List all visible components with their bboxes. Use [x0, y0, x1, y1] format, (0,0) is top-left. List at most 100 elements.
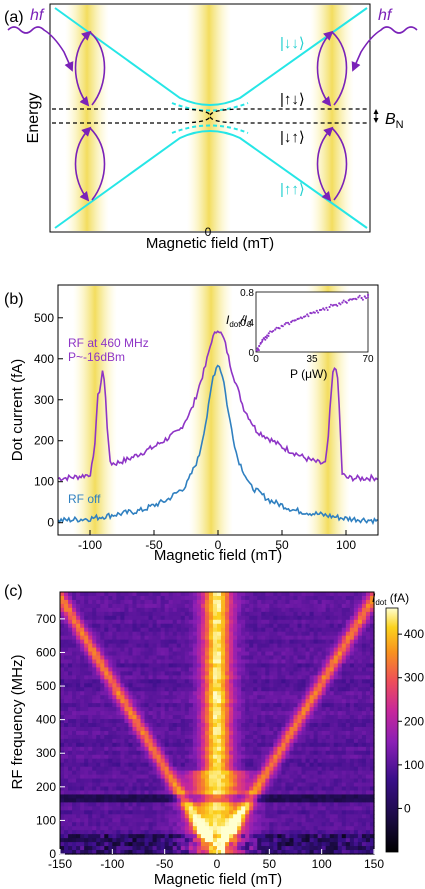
heatmap-cell: [297, 623, 303, 629]
heatmap-cell: [269, 770, 274, 776]
heatmap-cell: [301, 715, 307, 720]
heatmap-cell: [353, 750, 359, 756]
heatmap-cell: [80, 798, 85, 803]
heatmap-cell: [212, 723, 218, 728]
heatmap-cell: [68, 762, 73, 768]
heatmap-cell: [217, 592, 222, 597]
heatmap-cell: [285, 683, 291, 688]
heatmap-cell: [116, 651, 121, 657]
inset-xlabel: P (μW): [290, 367, 327, 381]
heatmap-cell: [297, 643, 303, 649]
y-tick-label: 300: [34, 393, 54, 407]
heatmap-cell: [329, 699, 335, 704]
heatmap-cell: [208, 603, 214, 609]
heatmap-cell: [140, 679, 146, 684]
heatmap-cell: [176, 814, 182, 819]
heatmap-cell: [313, 647, 319, 653]
heatmap-cell: [253, 742, 258, 748]
heatmap-cell: [293, 802, 299, 807]
heatmap-cell: [196, 691, 202, 696]
heatmap-cell: [188, 806, 194, 811]
heatmap-cell: [297, 802, 303, 807]
heatmap-cell: [148, 822, 154, 827]
heatmap-cell: [172, 774, 178, 780]
heatmap-cell: [301, 675, 307, 680]
heatmap-cell: [72, 599, 77, 605]
heatmap-cell: [225, 822, 230, 827]
heatmap-cell: [148, 683, 154, 688]
heatmap-cell: [237, 623, 242, 629]
heatmap-cell: [172, 703, 178, 708]
heatmap-cell: [192, 726, 198, 732]
heatmap-cell: [225, 766, 230, 772]
panel-a-band-right: [310, 5, 354, 231]
heatmap-cell: [88, 746, 93, 752]
heatmap-cell: [241, 683, 246, 688]
heatmap-cell: [84, 675, 89, 680]
heatmap-cell: [184, 826, 190, 831]
heatmap-cell: [369, 711, 375, 716]
heatmap-cell: [160, 746, 166, 752]
heatmap-cell: [313, 627, 319, 633]
heatmap-cell: [349, 711, 355, 716]
heatmap-cell: [72, 627, 77, 633]
heatmap-cell: [365, 651, 371, 657]
heatmap-cell: [325, 758, 331, 764]
heatmap-cell: [124, 675, 130, 680]
heatmap-cell: [204, 786, 210, 792]
heatmap-cell: [345, 599, 351, 605]
heatmap-cell: [200, 699, 206, 704]
heatmap-cell: [225, 786, 230, 792]
heatmap-cell: [104, 627, 109, 633]
heatmap-cell: [317, 695, 323, 700]
heatmap-cell: [289, 806, 295, 811]
heatmap-cell: [357, 643, 363, 649]
heatmap-cell: [156, 631, 162, 637]
heatmap-cell: [84, 778, 89, 784]
heatmap-cell: [108, 794, 113, 800]
heatmap-cell: [96, 750, 101, 756]
heatmap-cell: [160, 595, 166, 601]
heatmap-cell: [188, 663, 194, 669]
heatmap-cell: [333, 627, 339, 633]
heatmap-cell: [80, 715, 85, 720]
heatmap-cell: [289, 615, 295, 621]
heatmap-cell: [241, 631, 246, 637]
heatmap-cell: [241, 695, 246, 700]
heatmap-cell: [313, 814, 319, 819]
heatmap-cell: [233, 715, 238, 720]
y-tick-label: 100: [34, 475, 54, 489]
heatmap-cell: [345, 826, 351, 831]
heatmap-cell: [317, 651, 323, 657]
heatmap-cell: [281, 734, 287, 740]
heatmap-cell: [309, 691, 315, 696]
heatmap-cell: [100, 742, 105, 748]
heatmap-cell: [100, 691, 105, 696]
heatmap-cell: [253, 719, 258, 724]
heatmap-cell: [337, 818, 343, 823]
heatmap-cell: [172, 599, 178, 605]
heatmap-cell: [164, 822, 170, 827]
heatmap-cell: [152, 719, 158, 724]
heatmap-cell: [233, 738, 238, 744]
heatmap-cell: [88, 726, 93, 732]
heatmap-cell: [285, 738, 291, 744]
heatmap-cell: [72, 631, 77, 637]
heatmap-cell: [361, 719, 367, 724]
heatmap-cell: [64, 691, 69, 696]
heatmap-cell: [80, 818, 85, 823]
heatmap-cell: [208, 631, 214, 637]
heatmap-cell: [297, 647, 303, 653]
heatmap-cell: [136, 798, 142, 803]
heatmap-cell: [329, 734, 335, 740]
heatmap-cell: [293, 762, 299, 768]
heatmap-cell: [237, 615, 242, 621]
heatmap-cell: [84, 790, 89, 796]
heatmap-cell: [353, 719, 359, 724]
heatmap-cell: [104, 742, 109, 748]
heatmap-cell: [345, 822, 351, 827]
heatmap-cell: [325, 619, 331, 625]
heatmap-cell: [68, 667, 73, 672]
heatmap-cell: [353, 659, 359, 665]
heatmap-cell: [200, 794, 206, 800]
